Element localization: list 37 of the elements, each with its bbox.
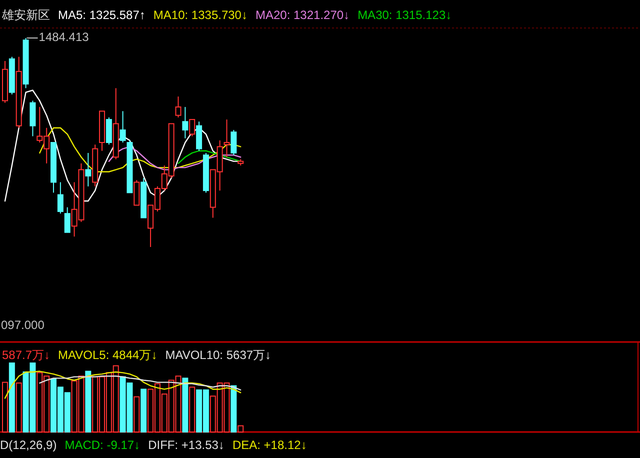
text: D(12,26,9)	[0, 438, 57, 452]
candlestick	[182, 106, 188, 139]
bar	[85, 370, 92, 432]
text: MA20: 1321.270↓	[255, 8, 350, 22]
candlestick	[175, 96, 182, 118]
bar	[182, 378, 188, 432]
series-label: MAVOL5: 4844万↓	[58, 348, 158, 362]
text: MA30: 1315.123↓	[358, 8, 452, 22]
text: 097.000	[1, 318, 45, 332]
text: DIFF: +13.53↓	[148, 438, 224, 452]
bar	[8, 362, 15, 432]
text: MACD: -9.17↓	[64, 438, 140, 452]
candlestick	[134, 180, 140, 206]
candlestick	[30, 100, 36, 137]
candlestick	[224, 119, 230, 158]
bar	[189, 386, 196, 432]
candlestick	[85, 152, 92, 187]
candlestick	[106, 116, 112, 146]
series-label: MAVOL10: 5637万↓	[165, 348, 272, 362]
candlestick	[57, 182, 64, 214]
bar	[238, 425, 244, 432]
text: MA10: 1335.730↓	[153, 8, 248, 22]
series-label: 587.7万↓	[2, 348, 50, 362]
candlestick	[230, 129, 237, 156]
candlestick	[196, 121, 202, 152]
candlestick	[189, 119, 196, 137]
text: MA5: 1325.587↑	[58, 8, 146, 22]
bar	[140, 388, 147, 432]
chart-title: 雄安新区	[1, 8, 50, 22]
bar	[230, 385, 237, 432]
bar	[134, 396, 140, 432]
bar	[2, 382, 8, 432]
bar	[16, 382, 22, 432]
annotation: 1484.413	[38, 30, 90, 44]
candlestick	[120, 110, 126, 143]
candlestick	[64, 206, 70, 233]
text: DEA: +18.12↓	[232, 438, 307, 452]
